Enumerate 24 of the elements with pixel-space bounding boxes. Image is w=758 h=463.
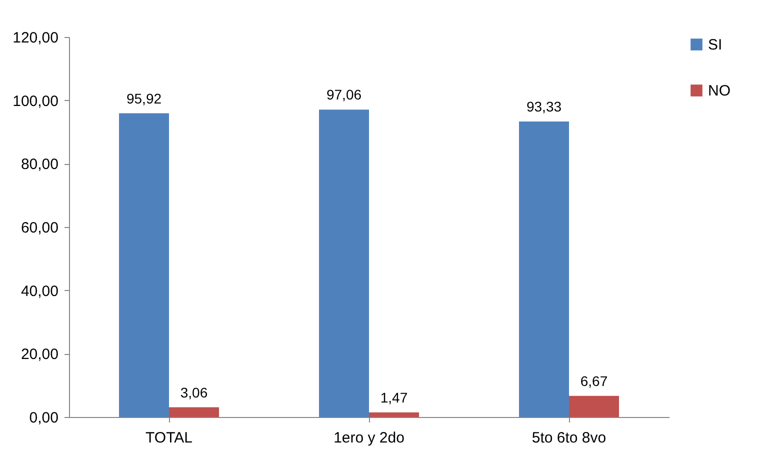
x-tick-label: 1ero y 2do bbox=[334, 430, 404, 446]
data-label: 3,06 bbox=[180, 384, 208, 400]
bar bbox=[519, 121, 569, 417]
y-tick-label: 100,00 bbox=[12, 92, 58, 110]
data-label: 97,06 bbox=[326, 86, 362, 103]
bar bbox=[319, 110, 369, 417]
bar bbox=[369, 412, 419, 417]
y-tick-label: 0,00 bbox=[29, 410, 58, 426]
bar bbox=[169, 407, 219, 417]
legend-label: SI bbox=[708, 36, 722, 54]
legend-label: NO bbox=[708, 82, 730, 100]
bar bbox=[119, 113, 169, 417]
data-label: 6,67 bbox=[580, 372, 608, 389]
y-tick-label: 40,00 bbox=[20, 282, 58, 300]
data-label: 95,92 bbox=[126, 90, 162, 106]
y-tick-label: 60,00 bbox=[20, 220, 58, 236]
x-tick-label: TOTAL bbox=[146, 430, 192, 446]
y-tick-label: 80,00 bbox=[20, 156, 58, 174]
y-tick-label: 20,00 bbox=[20, 346, 58, 364]
y-tick-label: 120,00 bbox=[12, 30, 58, 46]
data-label: 93,33 bbox=[526, 98, 562, 114]
x-tick-label: 5to 6to 8vo bbox=[532, 430, 606, 446]
data-label: 1,47 bbox=[380, 389, 408, 406]
bar bbox=[569, 396, 619, 417]
